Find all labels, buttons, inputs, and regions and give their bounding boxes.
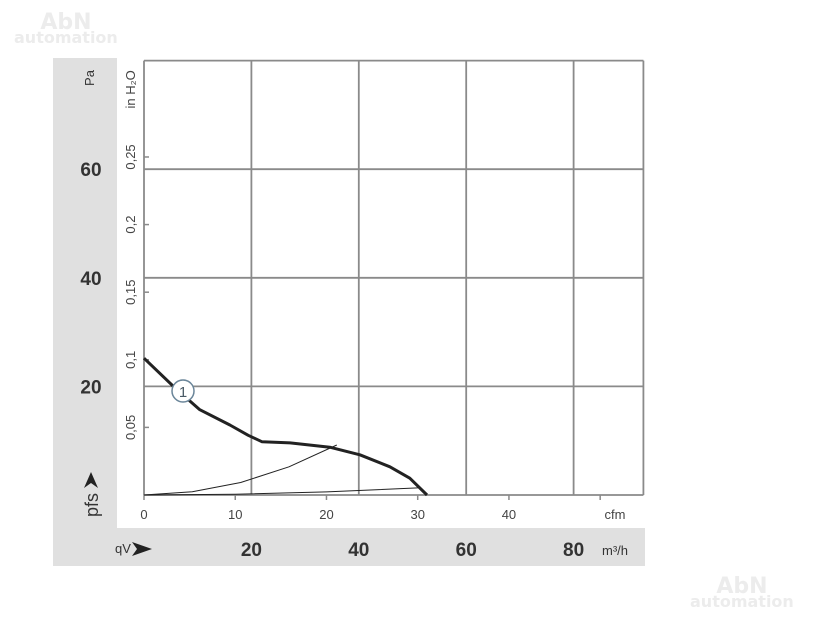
arrow-right-icon xyxy=(132,542,152,556)
y-axis-unit-pa: Pa xyxy=(82,69,97,86)
y-tick-label-inh2o: 0,15 xyxy=(123,280,138,305)
curve-marker xyxy=(171,379,195,403)
curve-marker-label: 1 xyxy=(179,384,187,401)
y-axis-unit-inh2o: in H₂O xyxy=(123,70,138,108)
y-tick-label-pa: 40 xyxy=(80,269,101,290)
x-tick-label-cfm: 10 xyxy=(228,507,242,522)
y-tick-label-inh2o: 0,05 xyxy=(123,415,138,440)
watermark-text: AbN xyxy=(40,10,92,35)
x-tick-label-cfm: 40 xyxy=(502,507,516,522)
watermark-top-left: AbN automation xyxy=(14,12,118,46)
y-tick-label-pa: 60 xyxy=(80,160,101,181)
x-tick-label-cfm: 30 xyxy=(410,507,424,522)
watermark-text: automation xyxy=(690,592,794,611)
x-axis-unit-cfm: cfm xyxy=(605,507,626,522)
plot-background xyxy=(117,58,645,528)
x-tick-label-m3h: 40 xyxy=(348,540,369,561)
watermark-bottom-right: AbN automation xyxy=(690,576,794,610)
y-axis-symbol: pfs xyxy=(82,493,102,517)
fan-curve-1 xyxy=(142,357,429,497)
x-axis-symbol: qV xyxy=(115,541,131,556)
x-tick-label-m3h: 60 xyxy=(456,540,477,561)
x-tick-label-m3h: 20 xyxy=(241,540,262,561)
arrow-up-icon xyxy=(84,472,98,488)
x-tick-label-m3h: 80 xyxy=(563,540,584,561)
x-axis-unit-m3h: m³/h xyxy=(602,543,628,558)
y-tick-label-inh2o: 0,25 xyxy=(123,144,138,169)
y-tick-label-inh2o: 0,1 xyxy=(123,351,138,369)
y-tick-label-inh2o: 0,2 xyxy=(123,216,138,234)
x-tick-label-cfm: 20 xyxy=(319,507,333,522)
y-tick-label-pa: 20 xyxy=(80,377,101,398)
watermark-text: AbN xyxy=(716,574,768,599)
system-curve xyxy=(143,487,418,496)
system-curve xyxy=(143,444,338,496)
x-tick-label-cfm: 0 xyxy=(140,507,147,522)
watermark-text: automation xyxy=(14,28,118,47)
